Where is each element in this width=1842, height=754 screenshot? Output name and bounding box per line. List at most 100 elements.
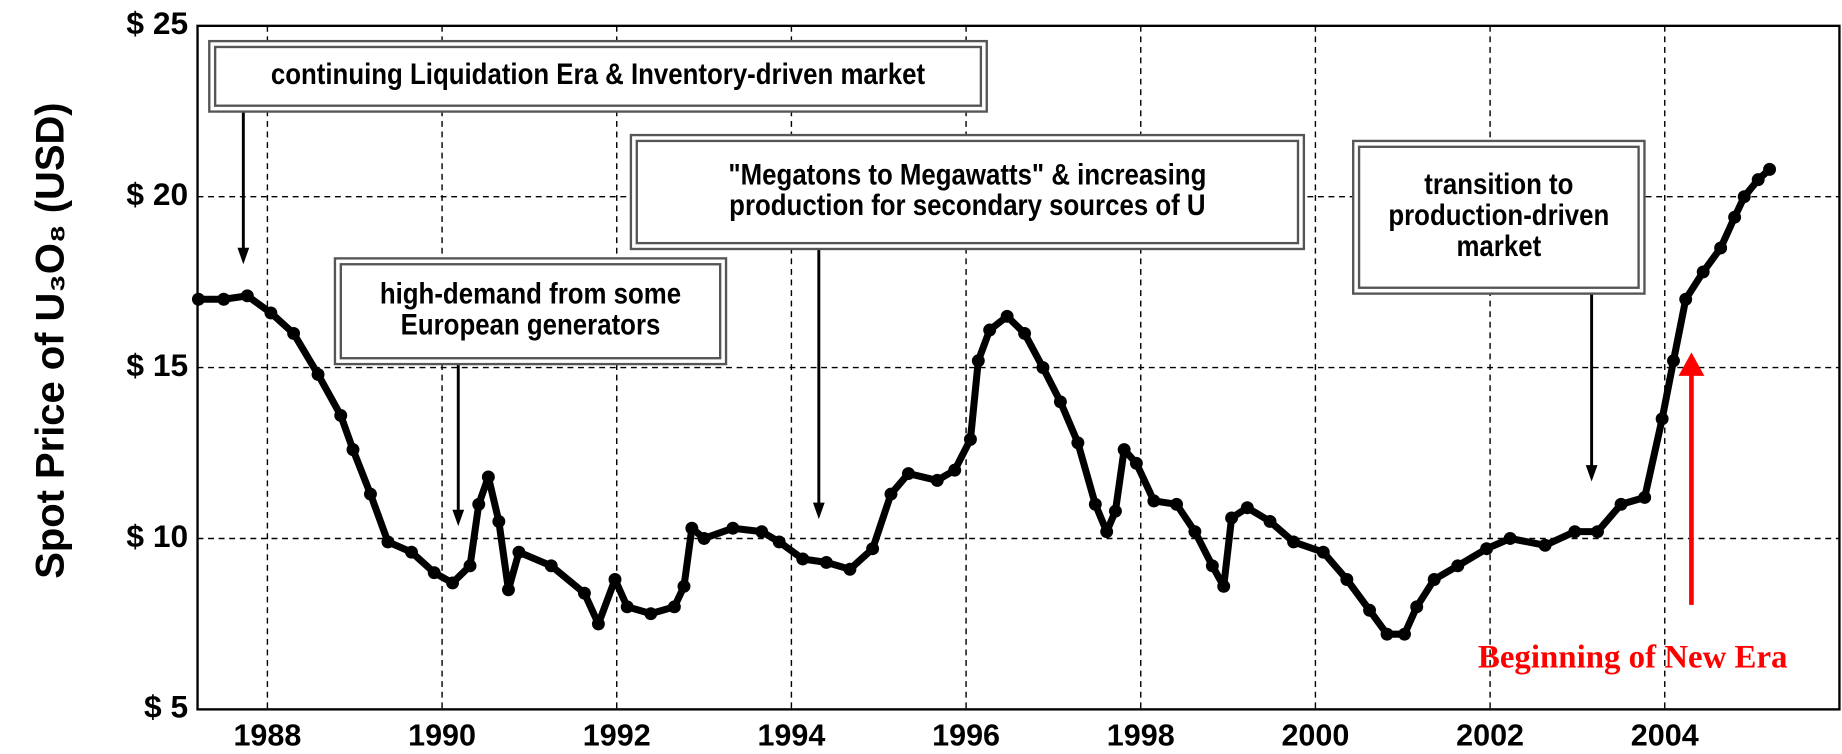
data-point — [1205, 559, 1219, 573]
data-point — [591, 617, 605, 631]
annotation: "Megatons to Megawatts" & increasingprod… — [629, 133, 1306, 520]
data-point — [983, 323, 997, 337]
data-point — [1667, 354, 1680, 368]
data-point — [1568, 525, 1582, 539]
data-point — [1591, 525, 1604, 539]
annotation-text: continuing Liquidation Era & Inventory-d… — [271, 58, 925, 91]
annotation-text: high-demand from some — [380, 277, 681, 310]
x-tick-label: 2004 — [1631, 719, 1699, 753]
data-point — [287, 326, 301, 340]
data-point — [1655, 412, 1669, 426]
data-point — [1053, 395, 1067, 409]
data-point — [1088, 497, 1102, 511]
data-point — [1614, 497, 1628, 511]
data-point — [1316, 545, 1330, 559]
data-point — [866, 542, 880, 556]
annotation-box — [629, 133, 1306, 251]
annotation-box — [333, 257, 728, 366]
annotation: continuing Liquidation Era & Inventory-d… — [208, 39, 988, 265]
x-tick-label: 2002 — [1456, 719, 1524, 753]
data-point — [620, 600, 634, 614]
annotation-text: European generators — [401, 308, 661, 341]
data-point — [963, 432, 977, 446]
data-point — [726, 521, 740, 535]
data-point — [772, 535, 786, 549]
data-point — [1737, 190, 1751, 204]
plot-frame — [196, 24, 1841, 711]
data-point — [544, 559, 558, 573]
data-point — [677, 579, 691, 593]
data-point — [1410, 600, 1424, 614]
data-point — [1380, 627, 1394, 641]
data-point — [819, 555, 833, 569]
data-point — [608, 573, 622, 586]
data-point — [644, 607, 658, 621]
data-point — [512, 545, 526, 559]
data-point — [1018, 326, 1032, 340]
annotation-text: "Megatons to Megawatts" & increasing — [728, 158, 1206, 191]
data-point — [1363, 603, 1377, 617]
arrow-head — [452, 509, 465, 527]
arrow-head — [812, 502, 825, 520]
data-point — [1451, 559, 1465, 573]
annotation-box — [208, 39, 988, 113]
data-point — [796, 552, 810, 566]
data-point — [334, 408, 348, 422]
annotation-box-inner — [635, 139, 1300, 245]
data-point — [697, 532, 711, 545]
data-point — [472, 497, 486, 511]
data-point — [1538, 538, 1552, 552]
data-point — [577, 586, 591, 600]
data-point — [1763, 162, 1777, 176]
annotation-box — [1352, 139, 1646, 295]
arrow-head — [1585, 465, 1598, 482]
annotation-box-inner — [339, 263, 722, 360]
data-point — [930, 473, 944, 487]
data-point — [1714, 241, 1728, 255]
data-point — [1188, 525, 1202, 539]
data-point — [463, 559, 477, 573]
data-point — [884, 487, 898, 501]
data-point — [1071, 436, 1085, 450]
annotation-text: transition to — [1424, 168, 1573, 201]
data-point — [901, 467, 915, 481]
y-axis-label: Spot Price of U₃O₈ (USD) — [29, 102, 73, 578]
data-point — [381, 535, 395, 549]
data-point — [481, 470, 495, 484]
arrow-head — [237, 247, 250, 265]
data-point — [501, 583, 515, 597]
data-point — [1129, 456, 1143, 470]
data-point — [311, 367, 325, 381]
data-point — [346, 443, 360, 457]
data-point — [363, 487, 377, 501]
annotation-box-inner — [1357, 145, 1640, 289]
data-point — [685, 521, 699, 535]
y-tick-label: $ 5 — [144, 689, 188, 725]
data-point — [667, 600, 681, 614]
data-point — [1480, 542, 1494, 556]
data-point — [948, 463, 962, 477]
x-tick-label: 1988 — [233, 719, 301, 753]
annotation: Beginning of New Era — [1478, 352, 1788, 676]
data-point — [264, 306, 278, 320]
data-point — [1108, 504, 1122, 518]
data-point — [1217, 579, 1231, 593]
annotation-text: production-driven — [1388, 198, 1609, 231]
data-point — [1036, 361, 1050, 375]
data-point — [755, 525, 769, 539]
data-point — [217, 292, 231, 306]
arrow-head — [1678, 352, 1705, 376]
y-tick-label: $ 20 — [126, 176, 188, 212]
data-point — [1240, 501, 1254, 515]
data-point — [1225, 511, 1239, 525]
y-tick-label: $ 15 — [126, 347, 188, 383]
y-tick-label: $ 25 — [126, 5, 188, 41]
annotation-text: market — [1456, 229, 1541, 262]
data-point — [1000, 309, 1014, 323]
data-point — [1117, 443, 1131, 457]
data-point — [1170, 497, 1184, 511]
data-point — [1263, 514, 1277, 528]
data-point — [427, 566, 441, 580]
